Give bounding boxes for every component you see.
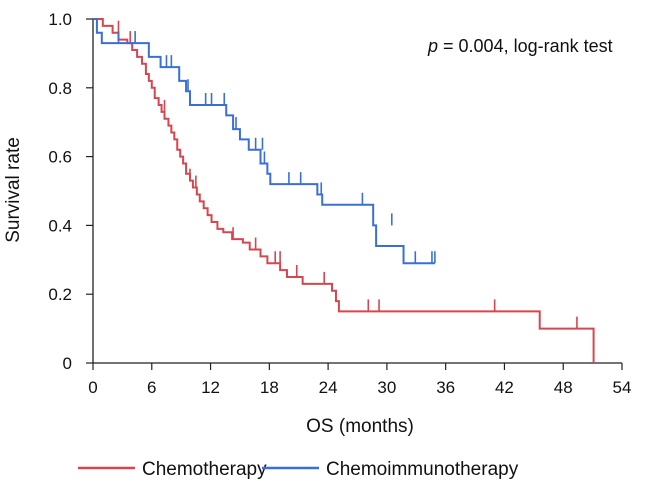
y-tick-label: 0 bbox=[63, 354, 72, 373]
x-axis-title: OS (months) bbox=[306, 416, 414, 437]
y-tick-label: 0.8 bbox=[48, 79, 72, 98]
legend-label-chemotherapy: Chemotherapy bbox=[142, 459, 267, 480]
x-tick-label: 36 bbox=[436, 378, 455, 397]
x-tick-label: 24 bbox=[319, 378, 338, 397]
legend: Chemotherapy Chemoimmunotherapy bbox=[78, 459, 519, 480]
log-rank-annotation: p = 0.004, log-rank test bbox=[427, 36, 613, 56]
survival-curves bbox=[93, 18, 595, 363]
x-tick-label: 0 bbox=[88, 378, 97, 397]
x-tick-label: 6 bbox=[147, 378, 156, 397]
x-tick-label: 30 bbox=[377, 378, 396, 397]
y-tick-label: 0.2 bbox=[48, 285, 72, 304]
x-tick-label: 54 bbox=[613, 378, 632, 397]
x-tick-label: 18 bbox=[260, 378, 279, 397]
p-value-text: = 0.004, log-rank test bbox=[438, 36, 613, 56]
p-symbol: p bbox=[427, 36, 438, 56]
x-tick-label: 12 bbox=[201, 378, 220, 397]
y-tick-label: 0.4 bbox=[48, 216, 72, 235]
plot-area bbox=[92, 19, 622, 364]
survival-curve-chemoimmunotherapy bbox=[93, 18, 435, 265]
x-tick-label: 42 bbox=[495, 378, 514, 397]
y-axis-title: Survival rate bbox=[3, 137, 24, 243]
axis-ticks: 0 6 12 18 24 30 36 42 48 54 0 0.2 0.4 0.6 0.8 1.0 bbox=[48, 10, 631, 397]
y-tick-label: 0.6 bbox=[48, 148, 72, 167]
y-tick-label: 1.0 bbox=[48, 10, 72, 29]
legend-label-chemoimmunotherapy: Chemoimmunotherapy bbox=[326, 459, 519, 480]
survival-curve-chemotherapy bbox=[93, 18, 595, 363]
x-tick-label: 48 bbox=[554, 378, 573, 397]
